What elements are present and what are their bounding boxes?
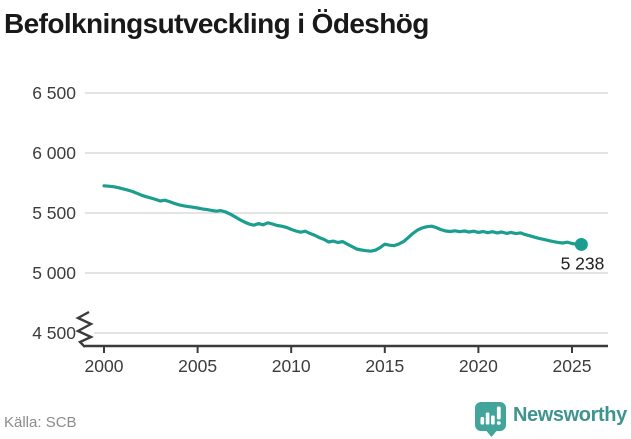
x-tick-label: 2020 xyxy=(459,356,498,376)
newsworthy-wordmark: Newsworthy xyxy=(513,404,627,426)
x-axis-labels: 2000 2005 2010 2015 2020 2025 xyxy=(85,356,592,376)
x-axis xyxy=(85,344,608,353)
axis-break-icon xyxy=(74,310,94,348)
population-line xyxy=(102,184,584,253)
source-label: Källa: SCB xyxy=(4,414,77,431)
x-tick-label: 2005 xyxy=(178,356,217,376)
y-tick-label: 6 000 xyxy=(32,143,76,163)
y-tick-label: 5 000 xyxy=(32,263,76,283)
chart-title: Befolkningsutveckling i Ödeshög xyxy=(4,8,429,39)
y-tick-label: 5 500 xyxy=(32,203,76,223)
y-axis-labels: 6 500 6 000 5 500 5 000 4 500 xyxy=(32,83,76,343)
x-tick-label: 2025 xyxy=(553,356,592,376)
newsworthy-logo-icon xyxy=(475,402,506,437)
gridlines xyxy=(85,92,608,334)
x-tick-label: 2015 xyxy=(365,356,404,376)
y-tick-label: 6 500 xyxy=(32,83,76,103)
end-point-dot xyxy=(574,237,588,251)
end-value-label: 5 238 xyxy=(561,253,605,273)
x-tick-label: 2010 xyxy=(272,356,311,376)
x-tick-label: 2000 xyxy=(85,356,124,376)
axis-break-squiggle xyxy=(75,310,94,348)
y-tick-label: 4 500 xyxy=(32,323,76,343)
population-series: 5 238 xyxy=(102,184,605,273)
